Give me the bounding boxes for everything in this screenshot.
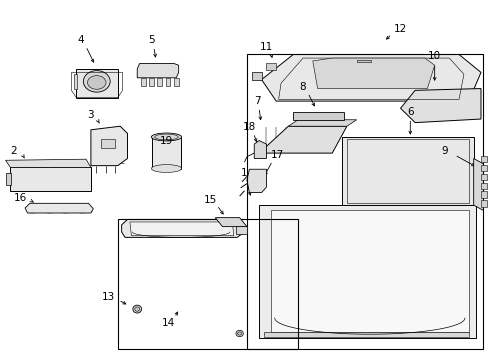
Text: 5: 5 [148,35,155,45]
Polygon shape [215,218,246,226]
Polygon shape [264,332,468,337]
Polygon shape [271,211,468,332]
Text: 19: 19 [160,136,173,145]
Polygon shape [480,183,487,189]
Polygon shape [293,112,344,120]
Text: 6: 6 [406,107,413,117]
Text: 17: 17 [270,150,284,160]
Polygon shape [25,203,93,213]
Polygon shape [10,167,91,191]
Polygon shape [288,120,356,126]
Text: 11: 11 [259,42,272,52]
Text: 13: 13 [101,292,114,302]
Polygon shape [312,58,434,89]
Ellipse shape [151,133,181,141]
Polygon shape [165,78,170,86]
Ellipse shape [237,332,241,335]
Polygon shape [5,173,11,185]
Bar [346,139,468,203]
Polygon shape [74,74,77,89]
Bar [246,54,483,348]
Ellipse shape [83,71,110,92]
Polygon shape [157,78,162,86]
Polygon shape [130,222,233,235]
Text: 14: 14 [162,319,175,328]
Text: 8: 8 [299,82,305,92]
Text: 7: 7 [254,96,261,106]
Polygon shape [173,78,178,86]
Ellipse shape [133,305,142,313]
Text: 16: 16 [14,193,27,203]
Text: 18: 18 [242,122,256,132]
Text: 4: 4 [78,35,84,45]
Polygon shape [341,137,473,205]
Polygon shape [251,72,261,80]
Text: 9: 9 [440,146,447,156]
Ellipse shape [236,330,243,337]
Polygon shape [76,69,118,98]
Text: 10: 10 [427,51,440,61]
Polygon shape [246,169,266,193]
Bar [118,220,298,348]
Polygon shape [480,201,487,207]
Polygon shape [91,126,127,166]
Polygon shape [101,139,115,148]
Polygon shape [149,78,154,86]
Polygon shape [259,205,475,338]
Polygon shape [254,140,266,158]
Polygon shape [356,60,370,62]
Ellipse shape [135,307,140,311]
Polygon shape [261,54,480,101]
Polygon shape [480,165,487,171]
Text: 1: 1 [241,168,247,178]
Polygon shape [141,78,145,86]
Polygon shape [266,63,276,69]
Polygon shape [480,174,487,180]
Text: 2: 2 [11,146,17,156]
Polygon shape [259,126,346,153]
Bar [152,137,181,169]
Text: 3: 3 [87,111,94,121]
Ellipse shape [151,165,181,172]
Polygon shape [122,220,246,237]
Polygon shape [473,158,483,211]
Polygon shape [480,156,487,162]
Text: 12: 12 [393,24,407,35]
Polygon shape [480,192,487,198]
Polygon shape [400,89,480,123]
Text: 15: 15 [203,195,217,205]
Polygon shape [137,63,178,78]
Polygon shape [5,159,91,167]
Ellipse shape [87,76,106,89]
Polygon shape [235,226,246,234]
